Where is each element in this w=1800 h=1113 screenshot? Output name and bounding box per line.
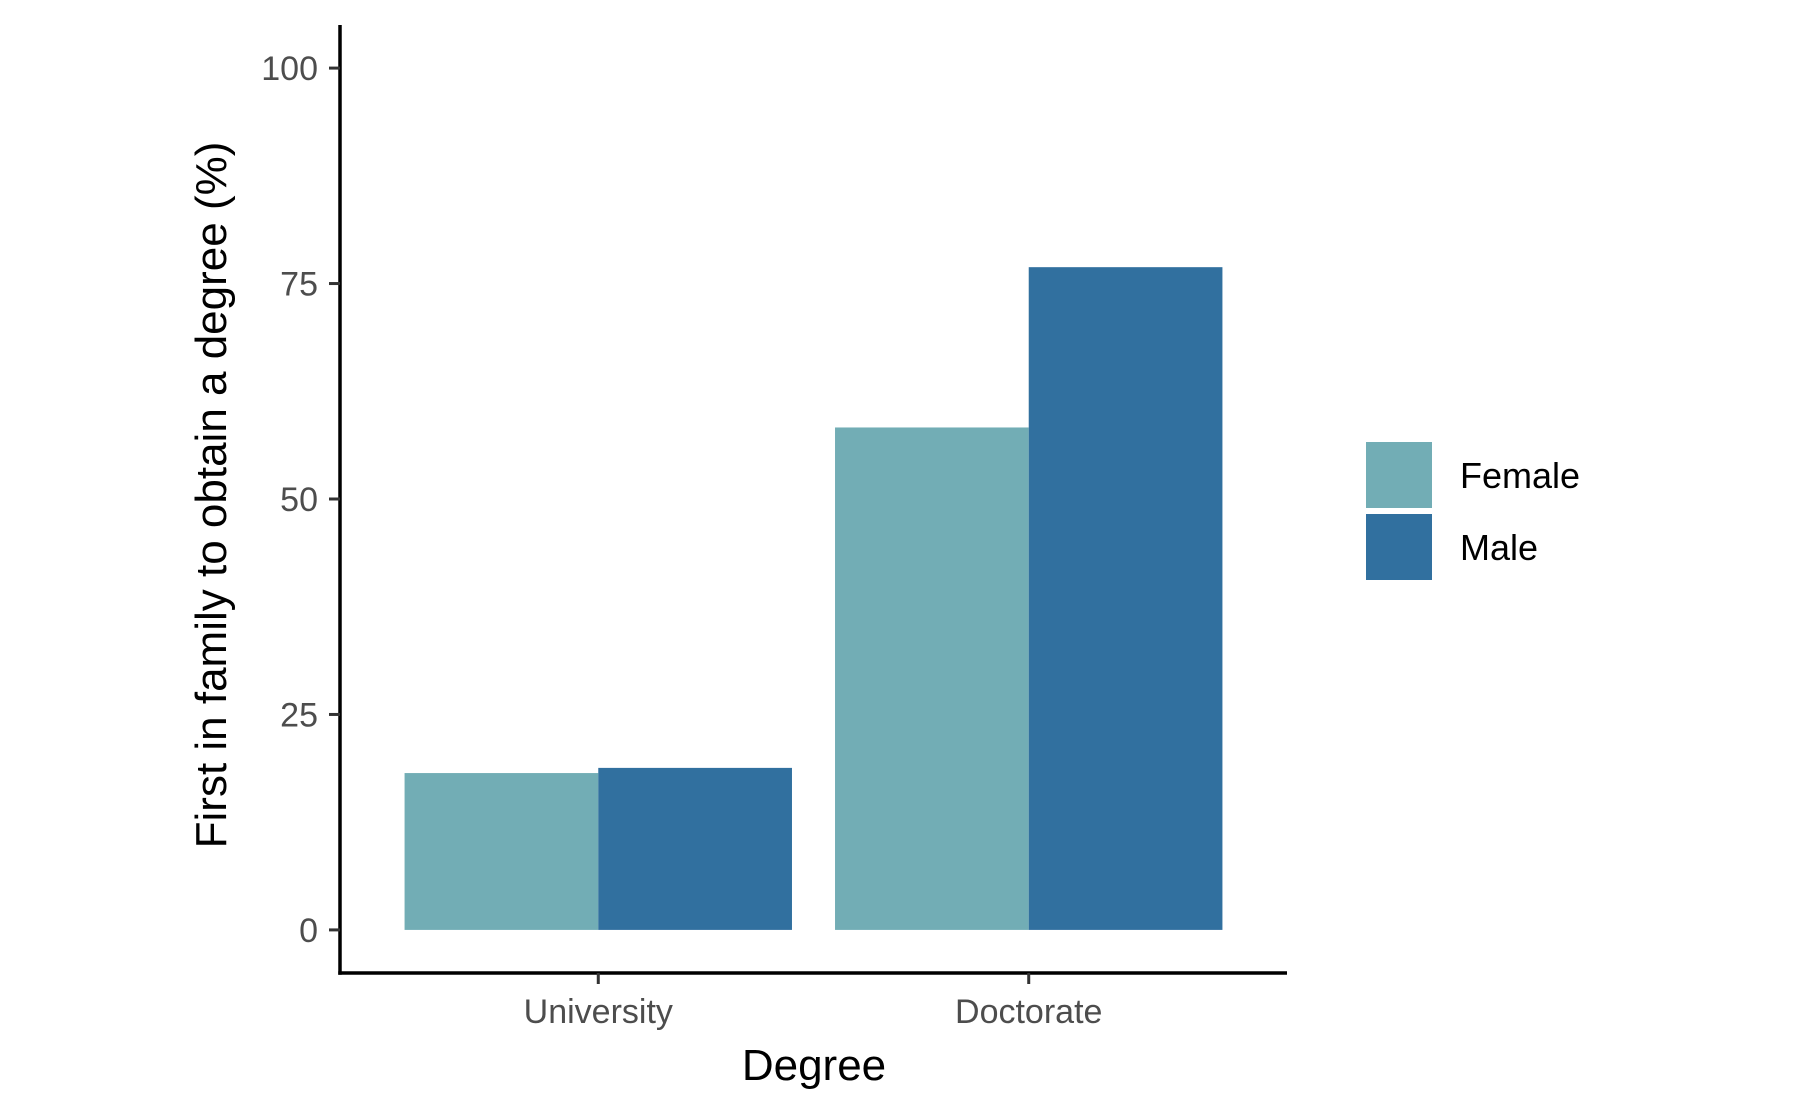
legend-key-male [1366,514,1432,580]
y-tick-label: 0 [299,912,318,950]
x-ticks: University Doctorate [524,973,1102,1031]
legend-label-female: Female [1460,455,1580,496]
bar-doctorate-female [835,427,1029,930]
x-axis-title: Degree [742,1041,886,1090]
x-tick-label: Doctorate [955,993,1102,1031]
y-tick-label: 50 [280,481,318,519]
y-tick-label: 100 [261,50,318,88]
x-tick-label: University [524,993,673,1031]
bar-university-male [598,767,792,930]
y-axis: 0 25 50 75 100 [261,25,342,975]
legend-key-female [1366,442,1432,508]
legend-label-male: Male [1460,527,1538,568]
y-ticks: 0 25 50 75 100 [261,50,340,950]
x-axis: University Doctorate [338,971,1287,1031]
y-axis-title: First in family to obtain a degree (%) [187,142,236,849]
y-tick-label: 25 [280,696,318,734]
bars-group [404,267,1223,930]
legend: Female Male [1366,442,1580,580]
y-tick-label: 75 [280,266,318,304]
bar-doctorate-male [1028,267,1223,930]
bar-university-female [404,773,599,930]
